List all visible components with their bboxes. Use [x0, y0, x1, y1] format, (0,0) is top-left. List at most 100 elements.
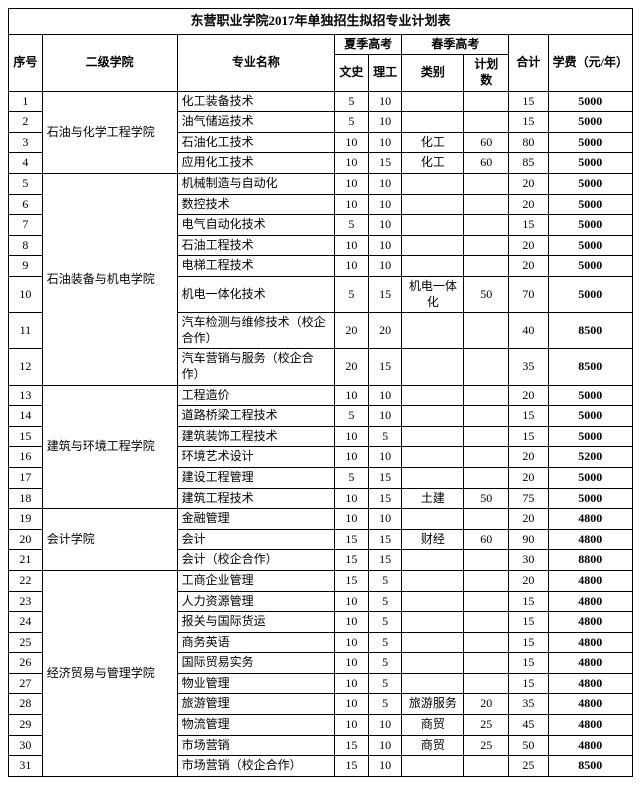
cell-seq: 24 — [9, 612, 43, 633]
cell-fee: 5000 — [548, 194, 632, 215]
cell-total: 15 — [509, 673, 548, 694]
cell-ws: 5 — [335, 215, 369, 236]
cell-major: 机械制造与自动化 — [177, 174, 334, 195]
cell-total: 15 — [509, 653, 548, 674]
cell-lg: 5 — [368, 591, 402, 612]
cell-major: 金融管理 — [177, 509, 334, 530]
cell-seq: 2 — [9, 112, 43, 133]
cell-cat — [402, 570, 464, 591]
cell-ws: 10 — [335, 653, 369, 674]
cell-major: 市场营销（校企合作） — [177, 756, 334, 777]
cell-num — [464, 756, 509, 777]
table-body: 1石油与化学工程学院化工装备技术5101550002油气储运技术51015500… — [9, 91, 633, 776]
cell-major: 化工装备技术 — [177, 91, 334, 112]
cell-cat — [402, 612, 464, 633]
table-row: 5石油装备与机电学院机械制造与自动化1010205000 — [9, 174, 633, 195]
cell-ws: 10 — [335, 591, 369, 612]
cell-ws: 5 — [335, 406, 369, 427]
table-row: 1石油与化学工程学院化工装备技术510155000 — [9, 91, 633, 112]
cell-cat — [402, 406, 464, 427]
cell-seq: 23 — [9, 591, 43, 612]
cell-cat: 土建 — [402, 488, 464, 509]
cell-fee: 4800 — [548, 591, 632, 612]
cell-seq: 8 — [9, 235, 43, 256]
cell-ws: 10 — [335, 447, 369, 468]
cell-total: 15 — [509, 632, 548, 653]
cell-seq: 9 — [9, 256, 43, 277]
cell-seq: 28 — [9, 694, 43, 715]
cell-major: 建筑工程技术 — [177, 488, 334, 509]
cell-total: 75 — [509, 488, 548, 509]
cell-seq: 11 — [9, 313, 43, 349]
cell-total: 35 — [509, 694, 548, 715]
table-row: 22经济贸易与管理学院工商企业管理155204800 — [9, 570, 633, 591]
cell-total: 70 — [509, 277, 548, 313]
cell-seq: 17 — [9, 467, 43, 488]
cell-major: 建筑装饰工程技术 — [177, 426, 334, 447]
cell-seq: 26 — [9, 653, 43, 674]
cell-fee: 5000 — [548, 153, 632, 174]
cell-lg: 10 — [368, 509, 402, 530]
cell-total: 40 — [509, 313, 548, 349]
header-major: 专业名称 — [177, 34, 334, 91]
cell-num — [464, 91, 509, 112]
cell-fee: 4800 — [548, 570, 632, 591]
cell-ws: 15 — [335, 529, 369, 550]
cell-seq: 21 — [9, 550, 43, 571]
cell-lg: 10 — [368, 91, 402, 112]
cell-ws: 15 — [335, 735, 369, 756]
cell-college: 经济贸易与管理学院 — [42, 570, 177, 776]
cell-ws: 10 — [335, 632, 369, 653]
cell-num: 50 — [464, 488, 509, 509]
cell-cat: 化工 — [402, 132, 464, 153]
cell-num — [464, 509, 509, 530]
cell-fee: 4800 — [548, 653, 632, 674]
table-title: 东营职业学院2017年单独招生拟招专业计划表 — [9, 9, 633, 35]
cell-total: 15 — [509, 91, 548, 112]
cell-lg: 10 — [368, 735, 402, 756]
cell-major: 商务英语 — [177, 632, 334, 653]
cell-cat: 机电一体化 — [402, 277, 464, 313]
cell-lg: 15 — [368, 467, 402, 488]
table-row: 13建筑与环境工程学院工程造价1010205000 — [9, 385, 633, 406]
cell-fee: 5000 — [548, 91, 632, 112]
cell-num — [464, 385, 509, 406]
cell-lg: 10 — [368, 235, 402, 256]
cell-lg: 10 — [368, 406, 402, 427]
cell-total: 20 — [509, 194, 548, 215]
cell-lg: 20 — [368, 313, 402, 349]
header-lg: 理工 — [368, 55, 402, 91]
cell-num — [464, 570, 509, 591]
cell-cat — [402, 256, 464, 277]
cell-ws: 5 — [335, 467, 369, 488]
cell-major: 建设工程管理 — [177, 467, 334, 488]
cell-ws: 10 — [335, 194, 369, 215]
cell-fee: 4800 — [548, 673, 632, 694]
cell-total: 20 — [509, 447, 548, 468]
cell-total: 85 — [509, 153, 548, 174]
cell-lg: 10 — [368, 715, 402, 736]
cell-ws: 5 — [335, 277, 369, 313]
cell-seq: 20 — [9, 529, 43, 550]
cell-ws: 20 — [335, 313, 369, 349]
cell-total: 20 — [509, 385, 548, 406]
table-header: 东营职业学院2017年单独招生拟招专业计划表 序号 二级学院 专业名称 夏季高考… — [9, 9, 633, 92]
cell-ws: 10 — [335, 153, 369, 174]
cell-major: 国际贸易实务 — [177, 653, 334, 674]
cell-cat — [402, 235, 464, 256]
cell-seq: 5 — [9, 174, 43, 195]
cell-seq: 30 — [9, 735, 43, 756]
cell-cat — [402, 426, 464, 447]
table-row: 19会计学院金融管理1010204800 — [9, 509, 633, 530]
cell-major: 环境艺术设计 — [177, 447, 334, 468]
cell-seq: 13 — [9, 385, 43, 406]
cell-fee: 5000 — [548, 385, 632, 406]
cell-fee: 4800 — [548, 529, 632, 550]
header-spring: 春季高考 — [402, 34, 509, 55]
cell-seq: 27 — [9, 673, 43, 694]
cell-lg: 5 — [368, 426, 402, 447]
cell-major: 会计（校企合作） — [177, 550, 334, 571]
cell-cat — [402, 447, 464, 468]
header-college: 二级学院 — [42, 34, 177, 91]
cell-ws: 15 — [335, 550, 369, 571]
